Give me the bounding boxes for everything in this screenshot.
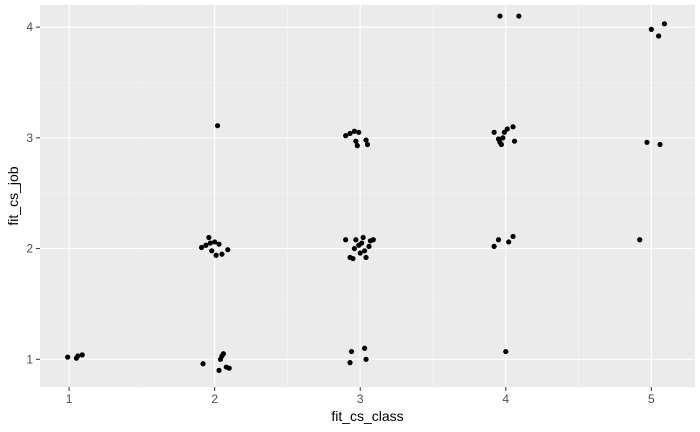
data-point <box>359 240 365 246</box>
data-point <box>363 137 369 143</box>
data-point <box>491 129 497 135</box>
data-point <box>200 361 206 367</box>
y-tick-label: 3 <box>26 131 33 145</box>
data-point <box>506 239 512 245</box>
x-tick-label: 2 <box>211 392 218 406</box>
data-point <box>361 248 368 254</box>
data-point <box>511 138 518 144</box>
data-point <box>353 237 359 243</box>
x-tick-label: 3 <box>357 392 364 406</box>
data-point <box>198 244 205 251</box>
data-point <box>516 13 522 19</box>
data-point <box>206 234 212 241</box>
data-point <box>65 354 71 360</box>
data-point <box>503 348 509 355</box>
data-point <box>209 248 215 254</box>
data-point <box>510 233 516 240</box>
data-point <box>357 250 363 256</box>
y-tick-label: 1 <box>26 352 33 366</box>
data-point <box>350 255 356 262</box>
data-point <box>661 21 668 27</box>
data-point <box>498 141 505 148</box>
data-point <box>656 33 662 39</box>
data-point <box>351 245 357 252</box>
data-point <box>75 353 81 359</box>
data-point <box>497 13 503 19</box>
data-point <box>495 237 502 243</box>
data-points <box>65 13 668 373</box>
x-tick-label: 5 <box>648 392 655 406</box>
data-point <box>214 123 221 129</box>
x-axis-title: fit_cs_class <box>331 408 403 424</box>
minor-gridlines <box>40 5 695 387</box>
data-point <box>348 348 355 355</box>
data-point <box>203 242 209 248</box>
y-tick-label: 2 <box>26 242 33 256</box>
data-point <box>356 129 362 135</box>
y-axis-title: fit_cs_job <box>5 166 21 225</box>
data-point <box>343 237 349 243</box>
data-point <box>361 345 368 351</box>
data-point <box>363 254 369 261</box>
data-point <box>216 367 222 373</box>
x-axis: 1 2 3 4 5 <box>66 387 655 406</box>
plot-panel <box>40 5 695 387</box>
data-point <box>219 251 225 257</box>
data-point <box>347 130 353 137</box>
data-point <box>226 365 232 371</box>
data-point <box>353 138 359 144</box>
data-point <box>212 239 218 245</box>
data-point <box>491 243 497 249</box>
data-point <box>366 243 372 249</box>
data-point <box>213 252 219 258</box>
data-point <box>220 351 226 357</box>
x-tick-label: 4 <box>502 392 509 406</box>
y-tick-label: 4 <box>26 20 33 34</box>
data-point <box>79 352 85 358</box>
data-point <box>657 141 663 148</box>
data-point <box>354 143 360 149</box>
y-axis: 1 2 3 4 <box>26 20 40 366</box>
data-point <box>644 139 650 145</box>
data-point <box>360 234 366 241</box>
data-point <box>207 240 213 246</box>
data-point <box>500 135 506 141</box>
data-point <box>363 356 369 362</box>
data-point <box>347 360 353 366</box>
data-point <box>504 126 510 132</box>
data-point <box>510 124 516 130</box>
data-point <box>364 141 371 148</box>
data-point <box>351 128 357 134</box>
data-point <box>637 237 643 243</box>
data-point <box>648 26 654 32</box>
data-point <box>225 247 231 253</box>
x-tick-label: 1 <box>66 392 73 406</box>
data-point <box>216 241 222 247</box>
data-point <box>343 133 349 139</box>
data-point <box>370 237 376 243</box>
